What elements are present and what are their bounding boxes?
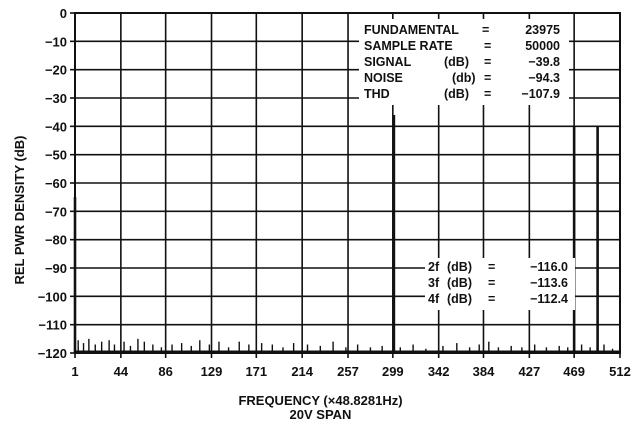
- equals-sign: =: [484, 87, 492, 101]
- plot-frame: [74, 12, 621, 354]
- fundamental-label: FUNDAMENTAL: [364, 23, 459, 37]
- y-tick-label: −50: [45, 148, 67, 163]
- equals-sign: =: [488, 260, 496, 274]
- fundamental-value: 23975: [525, 23, 560, 37]
- thd-value: −107.9: [521, 87, 560, 101]
- measurement-summary: FUNDAMENTAL = 23975 SAMPLE RATE = 50000 …: [359, 19, 569, 105]
- harmonic-2f-label: 2f: [428, 260, 440, 274]
- harmonic-2f-value: −116.0: [530, 260, 568, 274]
- equals-sign: =: [488, 292, 496, 306]
- x-tick-label: 1: [71, 364, 78, 379]
- x-tick-label: 469: [563, 364, 585, 379]
- x-tick-label: 342: [428, 364, 450, 379]
- noise-value: −94.3: [528, 71, 560, 85]
- harmonic-3f-unit: (dB): [447, 276, 472, 290]
- y-tick-label: −60: [45, 176, 67, 191]
- sample-rate-label: SAMPLE RATE: [364, 39, 453, 53]
- x-tick-label: 427: [518, 364, 540, 379]
- x-tick-label: 299: [382, 364, 404, 379]
- x-axis-label: FREQUENCY (×48.8281Hz): [238, 393, 403, 408]
- signal-label: SIGNAL: [364, 55, 412, 69]
- y-tick-label: −40: [45, 119, 67, 134]
- harmonics-summary: 2f (dB) = −116.0 3f (dB) = −113.6 4f (dB…: [425, 258, 575, 310]
- y-tick-label: 0: [60, 6, 67, 21]
- x-axis-sublabel: 20V SPAN: [289, 407, 352, 422]
- harmonic-4f-label: 4f: [428, 292, 440, 306]
- sample-rate-value: 50000: [525, 39, 560, 53]
- equals-sign: =: [488, 276, 496, 290]
- x-tick-label: 257: [337, 364, 359, 379]
- y-tick-label: −120: [38, 346, 67, 361]
- x-tick-label: 44: [114, 364, 129, 379]
- harmonic-4f-unit: (dB): [447, 292, 472, 306]
- x-tick-label: 214: [291, 364, 313, 379]
- x-tick-label: 171: [245, 364, 267, 379]
- y-axis-label: REL PWR DENSITY (dB): [12, 135, 27, 285]
- x-tick-label: 129: [201, 364, 223, 379]
- y-tick-label: −20: [45, 63, 67, 78]
- x-tick-label: 512: [609, 364, 631, 379]
- tick-labels: 1 44 86 129 171 214 257 299 342 384 427 469 512 0 −10 −…: [38, 6, 631, 379]
- thd-unit: (dB): [444, 87, 469, 101]
- noise-label: NOISE: [364, 71, 403, 85]
- x-tick-label: 86: [158, 364, 172, 379]
- equals-sign: =: [484, 71, 492, 85]
- noise-unit: (db): [452, 71, 476, 85]
- y-tick-label: −80: [45, 233, 67, 248]
- harmonic-3f-label: 3f: [428, 276, 440, 290]
- y-tick-label: −10: [45, 34, 67, 49]
- thd-label: THD: [364, 87, 390, 101]
- y-tick-label: −70: [45, 204, 67, 219]
- equals-sign: =: [484, 39, 492, 53]
- y-tick-label: −30: [45, 91, 67, 106]
- harmonic-3f-value: −113.6: [530, 276, 568, 290]
- harmonic-4f-value: −112.4: [530, 292, 568, 306]
- equals-sign: =: [482, 23, 490, 37]
- signal-unit: (dB): [444, 55, 469, 69]
- equals-sign: =: [484, 55, 492, 69]
- y-tick-label: −110: [38, 318, 67, 333]
- x-tick-label: 384: [473, 364, 495, 379]
- harmonic-2f-unit: (dB): [447, 260, 472, 274]
- y-tick-label: −100: [38, 289, 67, 304]
- signal-value: −39.8: [528, 55, 560, 69]
- y-tick-label: −90: [45, 261, 67, 276]
